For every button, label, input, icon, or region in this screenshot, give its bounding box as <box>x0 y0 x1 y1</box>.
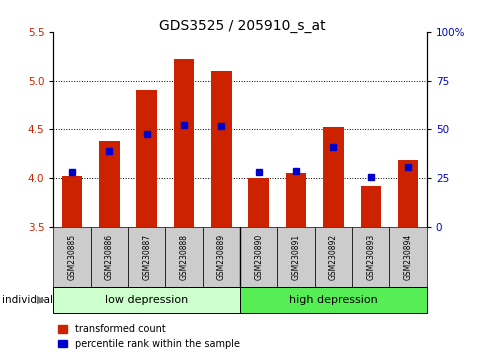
FancyBboxPatch shape <box>277 227 314 287</box>
FancyBboxPatch shape <box>53 227 91 287</box>
Text: ▶: ▶ <box>37 295 45 305</box>
Text: high depression: high depression <box>288 295 377 305</box>
FancyBboxPatch shape <box>53 287 240 313</box>
Text: GSM230888: GSM230888 <box>179 234 188 280</box>
Legend: transformed count, percentile rank within the sample: transformed count, percentile rank withi… <box>58 324 239 349</box>
Text: GSM230891: GSM230891 <box>291 234 300 280</box>
Bar <box>248 178 269 227</box>
Bar <box>61 176 82 227</box>
Bar <box>285 173 306 227</box>
Bar <box>397 160 418 227</box>
Text: GSM230890: GSM230890 <box>254 234 263 280</box>
Text: GSM230892: GSM230892 <box>328 234 337 280</box>
FancyBboxPatch shape <box>202 227 240 287</box>
FancyBboxPatch shape <box>389 227 426 287</box>
Bar <box>360 185 380 227</box>
FancyBboxPatch shape <box>240 287 426 313</box>
Text: GDS3525 / 205910_s_at: GDS3525 / 205910_s_at <box>159 19 325 34</box>
Text: GSM230894: GSM230894 <box>403 234 412 280</box>
Text: GSM230893: GSM230893 <box>365 234 375 280</box>
Text: individual: individual <box>2 295 53 305</box>
Bar <box>211 71 231 227</box>
FancyBboxPatch shape <box>351 227 389 287</box>
Text: GSM230887: GSM230887 <box>142 234 151 280</box>
FancyBboxPatch shape <box>240 227 277 287</box>
Text: GSM230889: GSM230889 <box>216 234 226 280</box>
Bar <box>173 59 194 227</box>
FancyBboxPatch shape <box>128 227 165 287</box>
FancyBboxPatch shape <box>314 227 351 287</box>
FancyBboxPatch shape <box>165 227 202 287</box>
Bar <box>99 141 120 227</box>
Text: GSM230885: GSM230885 <box>67 234 76 280</box>
Bar <box>322 127 343 227</box>
FancyBboxPatch shape <box>91 227 128 287</box>
Text: low depression: low depression <box>105 295 188 305</box>
Text: GSM230886: GSM230886 <box>105 234 114 280</box>
Bar <box>136 90 157 227</box>
